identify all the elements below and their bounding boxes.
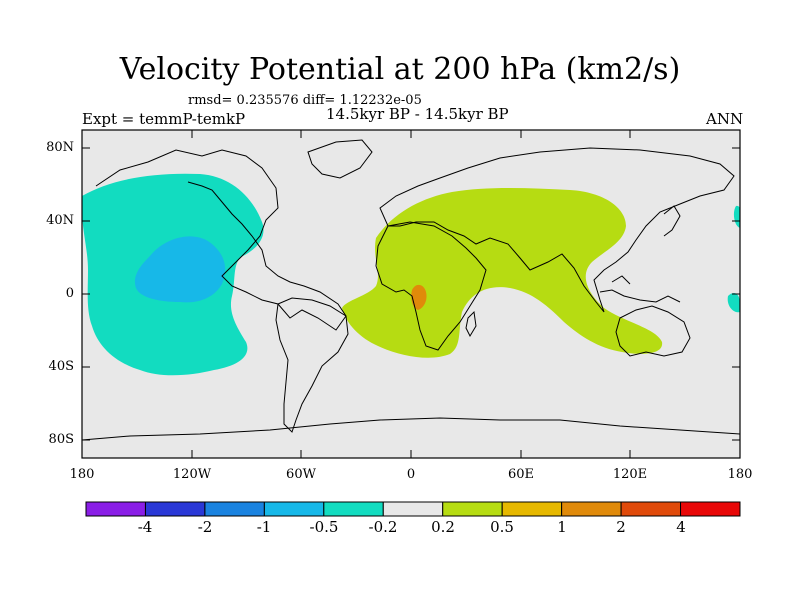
colorbar xyxy=(85,501,741,517)
axis-ticks xyxy=(81,130,741,458)
colorbar-swatch xyxy=(561,501,622,517)
rmsd-diff-stats: rmsd= 0.235576 diff= 1.12232e-05 xyxy=(188,93,422,108)
negative-anomaly-edge-east xyxy=(727,205,740,313)
coastline-madagascar xyxy=(465,310,477,338)
colorbar-swatch xyxy=(204,501,265,517)
coastline-layer xyxy=(82,139,740,441)
colorbar-label: 0.2 xyxy=(431,518,455,536)
period-label: 14.5kyr BP - 14.5kyr BP xyxy=(326,105,509,123)
map-title: Velocity Potential at 200 hPa (km2/s) xyxy=(119,52,681,87)
coastline-south-america xyxy=(275,297,349,433)
positive-anomaly-region xyxy=(342,188,663,358)
coastline-north-america xyxy=(95,149,347,331)
coastline-australia xyxy=(615,305,691,357)
colorbar-swatch xyxy=(263,501,325,517)
coastline-maritime-continent xyxy=(599,275,681,303)
colorbar-swatch xyxy=(323,501,384,517)
colorbar-label: 2 xyxy=(616,518,626,536)
coastline-africa xyxy=(375,221,487,351)
colorbar-swatch xyxy=(144,501,206,517)
coastline-eurasia xyxy=(379,147,735,313)
positive-anomaly-core xyxy=(411,284,427,310)
coastline-antarctica xyxy=(82,417,740,441)
colorbar-label: -0.2 xyxy=(368,518,398,536)
x-tick-label: 120E xyxy=(612,467,648,482)
contour-fill-layer xyxy=(82,173,740,376)
y-tick-label: 40N xyxy=(46,213,74,228)
coastline-greenland xyxy=(307,139,373,179)
season-label: ANN xyxy=(706,110,744,128)
colorbar-label: 0.5 xyxy=(490,518,514,536)
y-tick-label: 40S xyxy=(48,359,74,374)
x-tick-label: 60E xyxy=(507,467,535,482)
colorbar-label: -0.5 xyxy=(309,518,339,536)
coastline-japan xyxy=(663,205,681,237)
colorbar-swatch xyxy=(680,501,741,517)
colorbar-label: 4 xyxy=(676,518,686,536)
x-tick-label: 180 xyxy=(69,467,95,482)
y-tick-label: 80S xyxy=(48,432,74,447)
colorbar-swatch xyxy=(620,501,682,517)
colorbar-label: -1 xyxy=(256,518,272,536)
x-tick-label: 180 xyxy=(727,467,753,482)
colorbar-swatch xyxy=(382,501,444,517)
colorbar-label: 1 xyxy=(557,518,567,536)
y-tick-label: 0 xyxy=(65,286,74,301)
experiment-label: Expt = temmP-temkP xyxy=(82,110,246,128)
colorbar-swatch xyxy=(442,501,503,517)
colorbar-swatch xyxy=(85,501,146,517)
colorbar-label: -4 xyxy=(137,518,153,536)
x-tick-label: 120W xyxy=(172,467,212,482)
y-tick-label: 80N xyxy=(46,140,74,155)
negative-anomaly-core xyxy=(134,236,226,303)
x-tick-label: 60W xyxy=(286,467,316,482)
colorbar-swatch xyxy=(501,501,563,517)
x-tick-label: 0 xyxy=(406,467,416,482)
colorbar-label: -2 xyxy=(197,518,213,536)
